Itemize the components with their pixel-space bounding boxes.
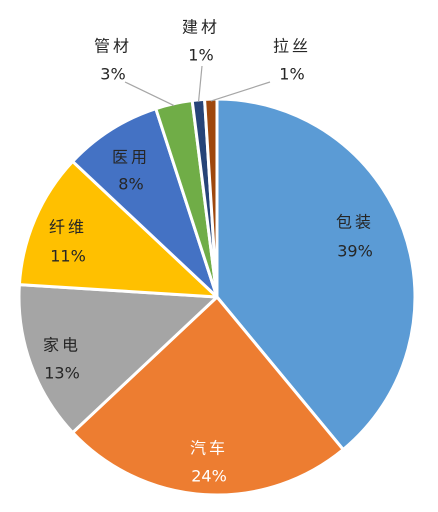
slice-3 [17, 283, 219, 435]
slice-labels: 包装 39% 汽车 24% 家电 13% 纤维 11% 医用 8% 管材 3% 建材 1% 拉丝 1% [43, 18, 374, 486]
slice-name-label: 拉丝 [273, 37, 311, 56]
slice-name-label: 汽车 [190, 439, 228, 458]
slice-2 [71, 295, 345, 497]
slice-name-label: 家电 [43, 336, 81, 355]
slice-percent-label: 1% [188, 46, 213, 65]
slice-percent-label: 24% [191, 467, 227, 486]
slice-name-label: 纤维 [49, 218, 87, 237]
slice-name-label: 建材 [182, 18, 220, 37]
slice-name-label: 包装 [336, 213, 374, 232]
slice-name-label: 医用 [112, 148, 150, 167]
slice-1 [215, 97, 417, 452]
leader-line-8 [210, 81, 271, 102]
slice-percent-label: 39% [337, 242, 373, 261]
leader-lines [124, 65, 271, 107]
slice-name-label: 管材 [94, 37, 132, 56]
slice-percent-label: 1% [279, 65, 304, 84]
pie-slices [17, 97, 417, 497]
slice-percent-label: 11% [50, 247, 86, 266]
slice-percent-label: 3% [100, 65, 125, 84]
leader-line-7 [197, 65, 203, 102]
slice-5 [71, 107, 219, 299]
slice-percent-label: 8% [118, 175, 143, 194]
slice-4 [17, 159, 219, 299]
slice-percent-label: 13% [44, 364, 80, 383]
leader-line-6 [124, 81, 175, 107]
